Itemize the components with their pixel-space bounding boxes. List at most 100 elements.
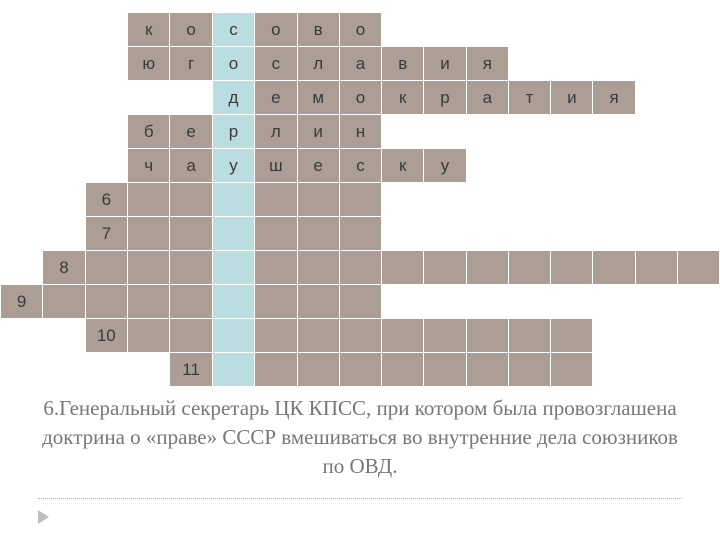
grid-cell [212, 353, 254, 387]
grid-cell [212, 251, 254, 285]
grid-cell: ш [255, 149, 297, 183]
grid-cell [43, 285, 85, 319]
grid-cell [508, 353, 550, 387]
grid-cell: с [212, 13, 254, 47]
grid-cell: 6 [85, 183, 127, 217]
grid-cell [508, 285, 550, 319]
grid-cell [85, 81, 127, 115]
grid-cell: г [170, 47, 212, 81]
grid-cell: 9 [1, 285, 43, 319]
grid-cell [635, 319, 677, 353]
grid-cell [85, 47, 127, 81]
grid-cell [382, 13, 424, 47]
grid-cell: в [297, 13, 339, 47]
grid-cell [677, 319, 719, 353]
grid-cell [635, 251, 677, 285]
grid-cell [466, 217, 508, 251]
grid-cell [43, 217, 85, 251]
grid-cell: у [424, 149, 466, 183]
grid-cell [424, 217, 466, 251]
grid-cell [170, 81, 212, 115]
grid-cell [43, 47, 85, 81]
grid-cell [382, 115, 424, 149]
grid-cell: о [212, 47, 254, 81]
grid-cell [677, 115, 719, 149]
grid-cell [339, 217, 381, 251]
grid-cell [551, 149, 593, 183]
grid-cell [424, 115, 466, 149]
grid-cell [382, 251, 424, 285]
crossword-grid-body: косовоюгославиядемократияберлинчаушеску6… [1, 13, 720, 387]
grid-cell [424, 319, 466, 353]
grid-cell: 8 [43, 251, 85, 285]
grid-cell: а [466, 81, 508, 115]
grid-cell [43, 13, 85, 47]
grid-cell [508, 251, 550, 285]
grid-cell: о [339, 81, 381, 115]
grid-cell [382, 319, 424, 353]
grid-cell [1, 319, 43, 353]
grid-cell [212, 183, 254, 217]
grid-cell [677, 13, 719, 47]
grid-cell: о [255, 13, 297, 47]
grid-cell [635, 217, 677, 251]
grid-cell [466, 183, 508, 217]
grid-cell [339, 183, 381, 217]
grid-cell [85, 115, 127, 149]
grid-cell: 10 [85, 319, 127, 353]
grid-cell: т [508, 81, 550, 115]
grid-cell [466, 149, 508, 183]
grid-row: чаушеску [1, 149, 720, 183]
grid-cell [466, 285, 508, 319]
grid-cell [635, 13, 677, 47]
grid-cell [170, 217, 212, 251]
grid-cell [551, 319, 593, 353]
grid-cell: к [382, 81, 424, 115]
grid-cell: я [466, 47, 508, 81]
grid-cell [1, 353, 43, 387]
grid-cell [551, 217, 593, 251]
grid-cell [508, 115, 550, 149]
grid-row: берлин [1, 115, 720, 149]
grid-cell [1, 217, 43, 251]
grid-cell: л [297, 47, 339, 81]
grid-cell [677, 183, 719, 217]
grid-cell: л [255, 115, 297, 149]
grid-cell [255, 217, 297, 251]
grid-cell [297, 285, 339, 319]
grid-cell [677, 353, 719, 387]
grid-cell [635, 47, 677, 81]
grid-cell: с [255, 47, 297, 81]
grid-row: 10 [1, 319, 720, 353]
grid-cell [212, 217, 254, 251]
grid-cell: н [339, 115, 381, 149]
grid-cell [593, 13, 635, 47]
slide-stage: косовоюгославиядемократияберлинчаушеску6… [0, 0, 720, 540]
grid-cell [212, 285, 254, 319]
grid-row: демократия [1, 81, 720, 115]
grid-cell [466, 319, 508, 353]
grid-cell [466, 353, 508, 387]
grid-cell [593, 251, 635, 285]
grid-row: косово [1, 13, 720, 47]
grid-cell [128, 319, 170, 353]
grid-cell [297, 183, 339, 217]
grid-cell: о [339, 13, 381, 47]
grid-cell: ю [128, 47, 170, 81]
grid-cell [424, 353, 466, 387]
grid-cell [128, 251, 170, 285]
grid-cell [677, 149, 719, 183]
grid-cell [212, 319, 254, 353]
grid-cell [1, 115, 43, 149]
nav-arrow-icon [38, 510, 49, 524]
grid-cell [593, 47, 635, 81]
grid-cell [508, 183, 550, 217]
grid-cell [85, 285, 127, 319]
grid-cell [508, 319, 550, 353]
grid-cell [339, 353, 381, 387]
grid-cell [551, 285, 593, 319]
grid-row: 8 [1, 251, 720, 285]
grid-cell [677, 285, 719, 319]
grid-cell [635, 183, 677, 217]
grid-cell [85, 13, 127, 47]
